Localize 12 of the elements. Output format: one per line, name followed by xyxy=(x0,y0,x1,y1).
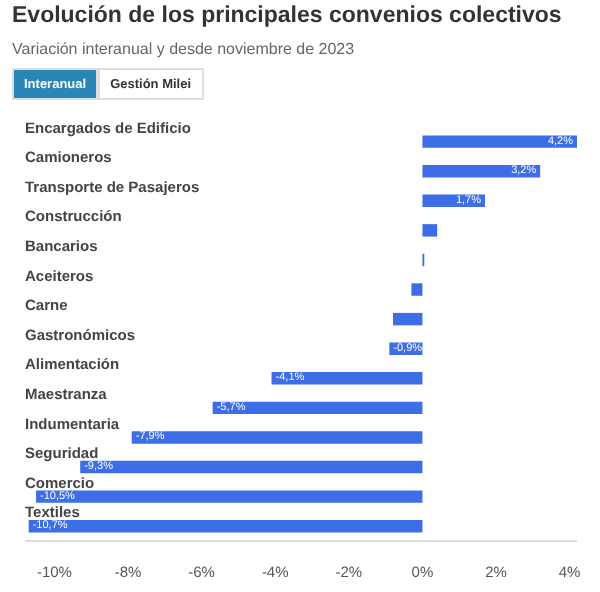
bar xyxy=(411,283,423,296)
chart-subtitle: Variación interanual y desde noviembre de 2023 xyxy=(12,38,355,61)
bar xyxy=(212,401,423,415)
bar xyxy=(36,490,423,503)
chart-title: Evolución de los principales convenios colectivos xyxy=(12,2,562,32)
bar xyxy=(131,431,423,444)
bar xyxy=(422,135,577,148)
bar xyxy=(393,312,423,326)
bar xyxy=(80,460,423,474)
bar xyxy=(271,372,423,385)
bar xyxy=(422,224,438,237)
bar xyxy=(28,520,423,533)
